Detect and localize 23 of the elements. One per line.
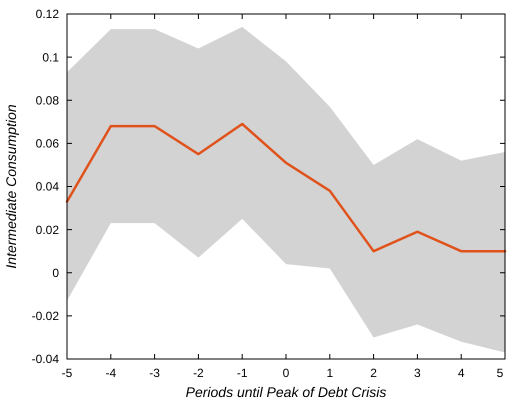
x-tick-label: -4 <box>105 366 116 380</box>
line-series <box>66 122 506 252</box>
y-tick-label: 0.06 <box>36 136 60 151</box>
x-tick-label: -5 <box>62 366 73 380</box>
y-tick-label: -0.02 <box>32 309 60 324</box>
x-axis-title: Periods until Peak of Debt Crisis <box>186 384 386 400</box>
y-tick-label: 0.04 <box>36 180 60 194</box>
y-tick-label: 0.02 <box>36 222 60 237</box>
y-axis-title: Intermediate Consumption <box>3 104 19 269</box>
x-tick-label: 5 <box>496 366 504 380</box>
x-tick-label: 3 <box>414 366 422 380</box>
x-tick-label: 1 <box>326 366 334 380</box>
x-tick-label: -2 <box>193 366 204 380</box>
y-tick-label: 0.12 <box>36 7 60 22</box>
x-tick-label: 0 <box>282 366 290 380</box>
y-tick-label: -0.04 <box>32 352 60 366</box>
x-tick-label: -1 <box>236 366 248 380</box>
y-tick-label: 0.1 <box>42 50 60 64</box>
y-tick-label: 0 <box>52 266 60 280</box>
x-tick-label: 4 <box>458 366 465 380</box>
x-tick-label: -3 <box>149 366 160 380</box>
y-tick-label: 0.08 <box>36 93 60 108</box>
x-tick-label: 2 <box>370 366 378 380</box>
